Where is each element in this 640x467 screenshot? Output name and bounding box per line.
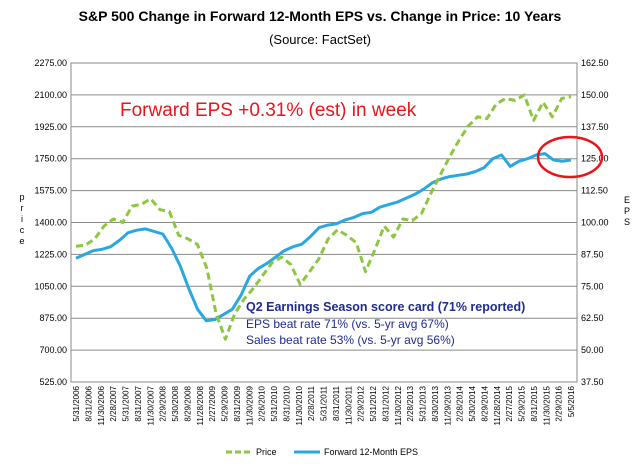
x-tick-label: 5/31/2010 [270,385,279,421]
x-tick-label: 8/31/2011 [332,385,341,421]
x-tick-label: 5/30/2008 [171,385,180,421]
x-tick-label: 2/27/2009 [208,385,217,421]
y-tick-left: 875.00 [39,313,67,323]
y-tick-right: 150.00 [581,90,609,100]
x-tick-label: 11/30/2010 [295,385,304,425]
series-price-line [75,93,572,341]
x-tick-label: 2/29/2012 [357,385,366,421]
axis-label-char: c [20,225,25,235]
x-tick-label: 8/29/2008 [183,385,192,421]
headline-annotation: Forward EPS +0.31% (est) in week [120,100,417,121]
x-tick-label: 5/31/2013 [419,385,428,421]
x-tick-label: 5/29/2009 [221,385,230,421]
x-tick-label: 11/30/2015 [542,385,551,425]
y-tick-right: 125.00 [581,154,609,164]
x-tick-label: 11/30/2007 [146,385,155,425]
y-tick-left: 700.00 [39,345,67,355]
x-tick-label: 2/28/2013 [406,385,415,421]
x-tick-label: 8/30/2013 [431,385,440,421]
x-tick-label: 5/5/2016 [567,385,576,417]
y-tick-left: 1400.00 [34,218,67,228]
y-tick-right: 62.50 [581,313,604,323]
x-tick-label: 5/31/2012 [369,385,378,421]
left-axis-ticks: 525.00 700.00 875.00 1050.00 1225.00 1400.00 1… [34,58,67,387]
gridlines [71,94,577,351]
x-tick-label: 5/31/2011 [320,385,329,421]
chart-subtitle: (Source: FactSet) [269,32,371,47]
y-tick-right: 112.50 [581,186,608,196]
x-tick-label: 11/30/2012 [394,385,403,425]
x-tick-label: 5/29/2015 [518,385,527,421]
axis-label-char: S [624,217,630,227]
y-tick-left: 1575.00 [34,186,67,196]
y-tick-right: 100.00 [581,218,609,228]
y-tick-right: 162.50 [581,58,609,68]
x-tick-label: 8/31/2009 [233,385,242,421]
axis-label-char: E [624,195,630,205]
scorecard-title: Q2 Earnings Season score card (71% repor… [246,300,525,314]
x-tick-label: 2/26/2010 [258,385,267,421]
y-tick-left: 1750.00 [34,154,67,164]
axis-label-char: e [19,236,24,246]
plot-area [70,62,578,383]
x-tick-label: 2/28/2007 [109,385,118,421]
x-tick-label: 8/31/2010 [282,385,291,421]
x-tick-label: 11/28/2008 [196,385,205,425]
y-tick-left: 2275.00 [34,58,67,68]
y-tick-right: 137.50 [581,122,609,132]
right-axis-ticks: 37.50 50.00 62.50 75.00 87.50 100.00 112.50 125… [581,58,609,387]
legend-price-label: Price [256,447,277,457]
series-eps-line [75,152,572,323]
legend-eps-label: Forward 12-Month EPS [324,447,418,457]
x-axis-ticks: 5/31/2006 8/31/2006 11/30/2006 2/28/2007 5/3… [72,385,576,425]
x-tick-label: 2/27/2015 [505,385,514,421]
x-tick-label: 11/28/2014 [493,385,502,425]
axis-label-char: i [21,214,23,224]
scorecard-line-2: Sales beat rate 53% (vs. 5-yr avg 56%) [246,333,455,347]
x-tick-label: 8/31/2006 [84,385,93,421]
y-tick-right: 37.50 [581,377,604,387]
x-tick-label: 2/28/2011 [307,385,316,421]
x-tick-label: 5/31/2006 [72,385,81,421]
x-tick-label: 11/29/2013 [443,385,452,425]
x-tick-label: 11/30/2009 [245,385,254,425]
x-tick-label: 8/29/2014 [480,385,489,421]
y-tick-right: 75.00 [581,281,604,291]
y-tick-right: 87.50 [581,249,604,259]
highlight-ellipse [536,135,604,179]
x-tick-label: 2/29/2008 [159,385,168,421]
x-tick-label: 8/31/2007 [134,385,143,421]
y-tick-left: 1050.00 [34,281,67,291]
y-tick-left: 2100.00 [34,90,67,100]
y-tick-right: 50.00 [581,345,604,355]
y-axis-label-right: EPS [624,195,630,227]
x-tick-label: 5/31/2007 [122,385,131,421]
legend: Price Forward 12-Month EPS [226,447,418,457]
axis-label-char: p [19,192,24,202]
x-tick-label: 11/30/2011 [344,385,353,424]
axis-label-char: r [21,203,24,213]
y-tick-left: 1225.00 [34,249,67,259]
y-tick-left: 525.00 [39,377,67,387]
x-tick-label: 8/31/2015 [530,385,539,421]
y-tick-left: 1925.00 [34,122,67,132]
x-tick-label: 5/30/2014 [468,385,477,421]
chart-title: S&P 500 Change in Forward 12-Month EPS v… [79,8,562,24]
x-tick-label: 2/28/2014 [456,385,465,421]
x-tick-label: 8/31/2012 [381,385,390,421]
scorecard-line-1: EPS beat rate 71% (vs. 5-yr avg 67%) [246,317,449,331]
x-tick-label: 11/30/2006 [97,385,106,425]
x-tick-label: 2/29/2016 [555,385,564,421]
axis-label-char: P [624,206,630,216]
